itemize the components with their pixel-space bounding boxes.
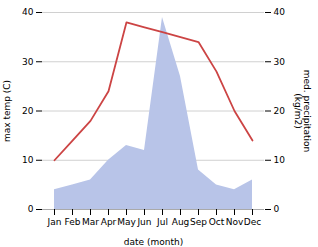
svg-text:Feb: Feb xyxy=(65,217,81,227)
svg-text:40: 40 xyxy=(22,7,34,17)
svg-text:Apr: Apr xyxy=(101,217,117,227)
svg-text:Oct: Oct xyxy=(209,217,225,227)
svg-text:20: 20 xyxy=(22,106,34,116)
svg-text:Jan: Jan xyxy=(47,217,62,227)
svg-text:med. precipitation(kg/m2): med. precipitation(kg/m2) xyxy=(293,70,312,152)
svg-text:Jun: Jun xyxy=(136,217,151,227)
svg-text:30: 30 xyxy=(274,57,286,67)
svg-text:Dec: Dec xyxy=(244,217,261,227)
svg-text:10: 10 xyxy=(274,155,286,165)
svg-text:0: 0 xyxy=(274,204,280,214)
svg-text:Nov: Nov xyxy=(226,217,244,227)
svg-text:date (month): date (month) xyxy=(124,237,183,247)
svg-text:30: 30 xyxy=(22,57,34,67)
svg-text:Aug: Aug xyxy=(172,217,190,227)
svg-text:0: 0 xyxy=(28,204,34,214)
svg-text:May: May xyxy=(117,217,136,227)
svg-text:20: 20 xyxy=(274,106,286,116)
svg-text:Mar: Mar xyxy=(82,217,99,227)
svg-text:40: 40 xyxy=(274,7,286,17)
svg-text:10: 10 xyxy=(22,155,34,165)
svg-text:Jul: Jul xyxy=(156,217,168,227)
svg-text:Sep: Sep xyxy=(190,217,207,227)
svg-text:max temp (C): max temp (C) xyxy=(2,80,12,142)
